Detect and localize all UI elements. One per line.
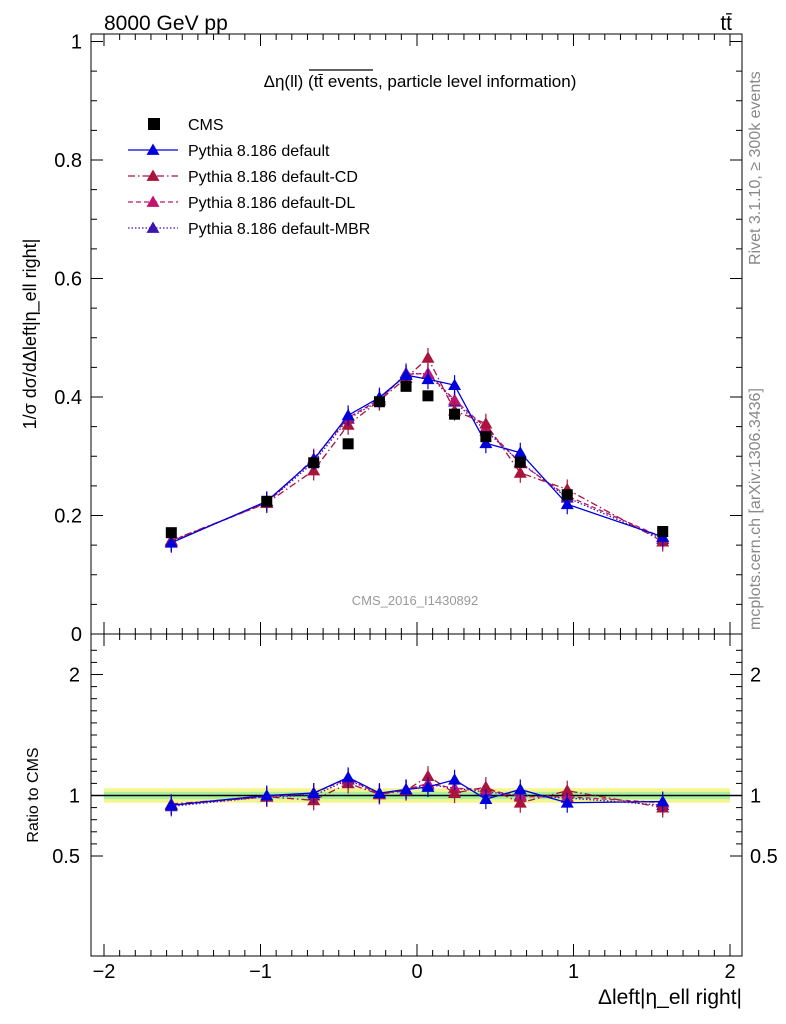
main-mc-marker xyxy=(513,446,527,458)
main-axis-ticks: 0 0.2 0.4 0.6 0.8 1 xyxy=(54,32,742,646)
cms-data-point xyxy=(165,527,177,539)
ratio-mc-marker xyxy=(656,795,670,807)
ratio-y-tick-label-right: 0.5 xyxy=(750,846,778,868)
main-y-tick-label: 0.2 xyxy=(54,506,82,528)
x-axis-label: Δleft|η_ell right| xyxy=(598,986,742,1009)
ratio-mc-marker xyxy=(513,796,527,808)
process-label: tt̄ xyxy=(720,12,732,35)
energy-label: 8000 GeV pp xyxy=(104,12,228,35)
legend-label: CMS xyxy=(188,117,224,134)
ratio-mc-marker xyxy=(260,789,274,801)
main-series-line xyxy=(171,372,663,543)
ratio-mc-marker xyxy=(560,784,574,796)
ratio-mc-marker xyxy=(421,769,435,782)
cms-data-point xyxy=(449,408,461,420)
main-y-tick-label: 0 xyxy=(71,624,82,646)
main-y-tick-label: 0.8 xyxy=(54,150,82,172)
mcplots-label: mcplots.cern.ch [arXiv:1306.3436] xyxy=(747,388,764,630)
legend-label: Pythia 8.186 default xyxy=(188,143,330,160)
ratio-mc-marker xyxy=(448,786,462,798)
ratio-series-layer xyxy=(164,766,670,818)
main-mc-marker xyxy=(479,417,493,429)
main-series-line xyxy=(171,374,663,544)
cms-data-point xyxy=(657,525,669,537)
cms-data-point xyxy=(373,396,385,408)
main-y-axis-label: 1/σ dσ/dΔleft|η_ell right| xyxy=(20,239,41,430)
main-y-tick-label: 0.6 xyxy=(54,269,82,291)
main-mc-marker xyxy=(341,408,355,421)
legend-marker xyxy=(146,195,160,207)
cms-data-point xyxy=(514,456,526,468)
main-mc-marker xyxy=(448,378,462,391)
ratio-mc-marker xyxy=(513,782,527,795)
cms-data-point xyxy=(261,495,273,507)
main-series-line xyxy=(171,372,663,542)
cms-data-point xyxy=(561,489,573,501)
main-title: Δη(ll) (tt̄ events, particle level infor… xyxy=(264,72,577,91)
ratio-mc-marker xyxy=(479,780,493,792)
x-tick-label: 1 xyxy=(568,961,579,983)
rivet-label: Rivet 3.1.10, ≥ 300k events xyxy=(747,71,764,265)
legend-marker xyxy=(146,221,160,233)
cms-data-point xyxy=(422,390,434,402)
main-mc-marker xyxy=(399,368,413,380)
main-mc-marker xyxy=(513,466,527,478)
ratio-y-tick-label: 0.5 xyxy=(52,846,80,868)
main-series-layer xyxy=(164,347,670,553)
x-tick-label: −1 xyxy=(249,961,272,983)
ratio-series-line xyxy=(171,775,663,809)
x-tick-label: 2 xyxy=(724,961,735,983)
main-mc-marker xyxy=(421,372,435,385)
ratio-mc-marker xyxy=(341,770,355,783)
ratio-mc-marker xyxy=(479,792,493,805)
ratio-uncertainty-band xyxy=(91,788,742,803)
cms-data-point xyxy=(480,431,492,443)
cms-data-point xyxy=(308,457,320,469)
ratio-mc-marker xyxy=(164,798,178,811)
ratio-mc-marker xyxy=(448,773,462,785)
legend-label: Pythia 8.186 default-CD xyxy=(188,169,358,186)
ratio-mc-marker xyxy=(307,786,321,798)
analysis-watermark: CMS_2016_I1430892 xyxy=(352,593,479,608)
ratio-mc-marker xyxy=(372,786,386,798)
main-mc-marker xyxy=(448,393,462,405)
ratio-series-line xyxy=(171,776,663,806)
main-y-tick-label: 0.4 xyxy=(54,387,82,409)
ratio-y-axis-label: Ratio to CMS xyxy=(25,747,42,842)
main-series-line xyxy=(171,356,664,543)
x-tick-label: −2 xyxy=(93,961,116,983)
legend: CMS Pythia 8.186 default Pythia 8.186 defa… xyxy=(128,117,370,238)
ratio-y-tick-label: 2 xyxy=(69,665,80,687)
main-y-tick-label: 1 xyxy=(71,32,82,54)
cms-data-point xyxy=(342,438,354,450)
ratio-axis-ticks: 0.5 0.5 1 1 2 2 −2 −1 0 1 2 xyxy=(52,634,778,983)
ratio-mc-marker xyxy=(560,796,574,808)
main-mc-marker xyxy=(560,497,574,510)
main-mc-marker xyxy=(479,436,493,449)
main-mc-marker xyxy=(421,351,435,363)
ratio-y-tick-label-right: 1 xyxy=(750,786,761,808)
legend-marker-cms xyxy=(148,118,160,130)
legend-label: Pythia 8.186 default-MBR xyxy=(188,221,370,238)
legend-marker xyxy=(146,169,160,181)
cms-data-point xyxy=(400,380,412,392)
legend-label: Pythia 8.186 default-DL xyxy=(188,195,355,212)
x-tick-label: 0 xyxy=(411,961,422,983)
ratio-mc-marker xyxy=(399,782,413,795)
ratio-mc-marker xyxy=(421,780,435,792)
ratio-y-tick-label-right: 2 xyxy=(750,665,761,687)
legend-marker xyxy=(146,143,160,155)
ratio-y-tick-label: 1 xyxy=(69,786,80,808)
main-mc-marker xyxy=(164,536,178,548)
